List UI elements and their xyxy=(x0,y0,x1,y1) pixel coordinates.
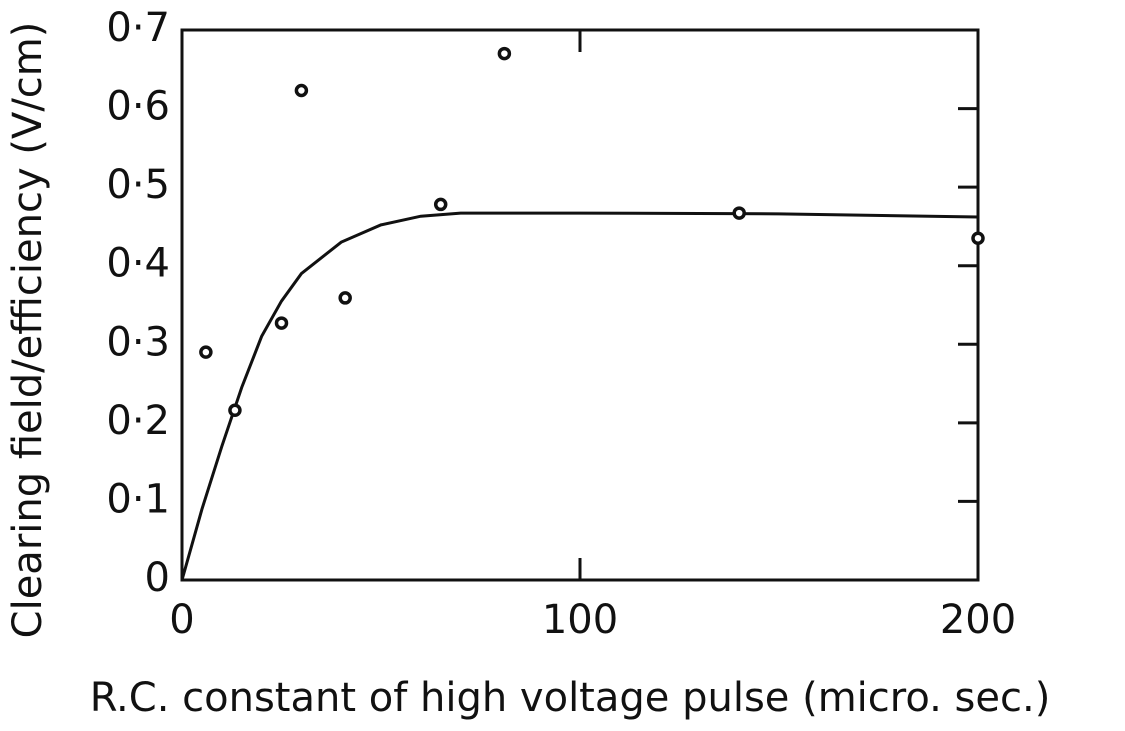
data-point xyxy=(199,345,213,359)
x-tick-label: 0 xyxy=(169,597,194,643)
y-tick-label: 0 xyxy=(145,555,170,601)
y-tick-label: 0·7 xyxy=(106,5,170,51)
y-tick-label: 0·5 xyxy=(106,162,170,208)
x-tick-label: 100 xyxy=(542,597,618,643)
data-point xyxy=(971,231,985,245)
y-tick-label: 0·2 xyxy=(106,398,170,444)
data-point xyxy=(433,197,448,212)
fit-curve xyxy=(180,211,979,581)
y-tick-label: 0·6 xyxy=(106,84,170,130)
x-axis-label: R.C. constant of high voltage pulse (mic… xyxy=(90,675,1051,721)
y-axis-label: Clearing field/efficiency (V/cm) xyxy=(5,22,51,639)
data-point xyxy=(497,46,512,61)
y-tick-label: 0·4 xyxy=(106,241,170,287)
data-point xyxy=(338,291,352,305)
data-point xyxy=(228,403,242,418)
plot-frame xyxy=(180,28,980,582)
y-tick-label: 0·1 xyxy=(106,476,170,522)
data-point xyxy=(732,206,746,220)
data-point xyxy=(274,316,289,330)
data-point xyxy=(294,83,309,98)
y-tick-label: 0·3 xyxy=(106,319,170,365)
x-tick-label: 200 xyxy=(940,597,1016,643)
